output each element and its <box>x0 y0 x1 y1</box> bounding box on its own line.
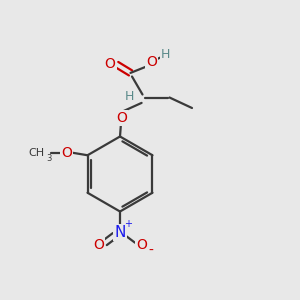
Text: O: O <box>93 238 104 252</box>
Text: +: + <box>124 219 132 229</box>
Text: O: O <box>116 111 127 125</box>
Text: H: H <box>161 48 171 62</box>
Text: O: O <box>146 55 157 68</box>
Text: H: H <box>124 89 134 103</box>
Text: -: - <box>148 244 153 257</box>
Text: N: N <box>114 225 126 240</box>
Text: 3: 3 <box>47 154 52 163</box>
Text: O: O <box>136 238 147 252</box>
Text: O: O <box>105 58 116 71</box>
Text: O: O <box>61 146 72 160</box>
Text: CH: CH <box>29 148 45 158</box>
